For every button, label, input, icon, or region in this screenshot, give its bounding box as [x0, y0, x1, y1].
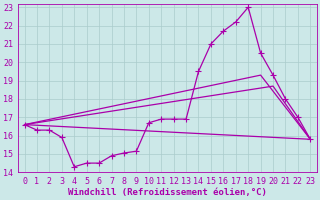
X-axis label: Windchill (Refroidissement éolien,°C): Windchill (Refroidissement éolien,°C): [68, 188, 267, 197]
